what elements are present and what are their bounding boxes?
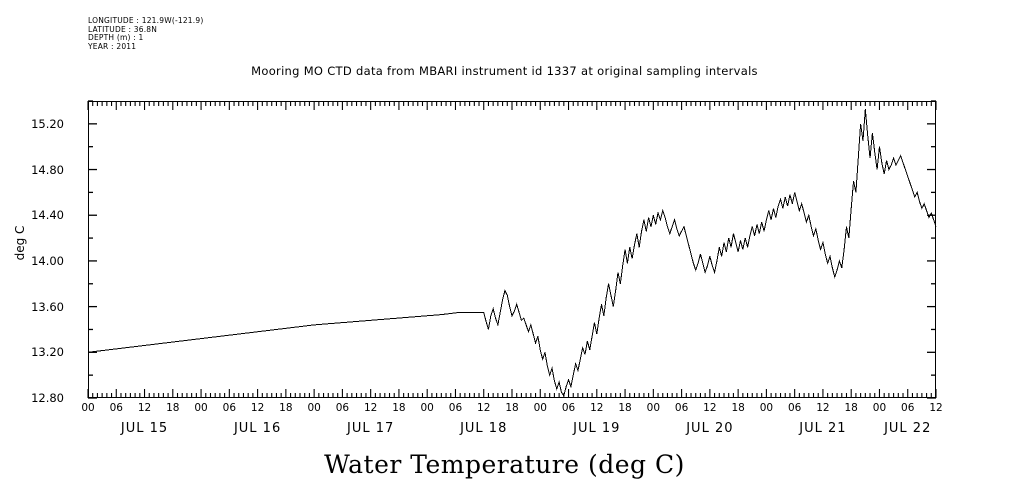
metadata-block: LONGITUDE : 121.9W(-121.9) LATITUDE : 36… bbox=[88, 16, 204, 51]
x-axis-hour-label: 06 bbox=[674, 402, 689, 414]
x-axis-hour-label: 12 bbox=[477, 402, 491, 414]
x-axis-hour-label: 18 bbox=[279, 402, 293, 414]
metadata-longitude: LONGITUDE : 121.9W(-121.9) bbox=[88, 16, 204, 25]
x-axis-hour-label: 00 bbox=[81, 402, 95, 414]
metadata-depth: DEPTH (m) : 1 bbox=[88, 33, 144, 43]
x-axis-hour-label: 00 bbox=[872, 402, 887, 414]
x-axis-day-label: JUL 17 bbox=[347, 421, 395, 436]
y-axis-tick-label: 14.40 bbox=[31, 208, 64, 223]
x-axis-hour-label: 12 bbox=[590, 402, 604, 414]
x-axis-hour-label: 06 bbox=[901, 402, 915, 414]
x-axis-hour-label: 18 bbox=[618, 402, 632, 414]
x-axis-hour-label: 06 bbox=[222, 402, 237, 414]
x-axis-day-label: JUL 21 bbox=[799, 421, 847, 436]
y-axis-tick-label: 13.20 bbox=[31, 345, 64, 360]
x-axis-hour-label: 18 bbox=[392, 402, 406, 414]
x-axis-hour-label: 06 bbox=[109, 402, 123, 414]
y-axis-tick-labels: 12.80 13.20 13.60 14.00 14.40 14.80 15.20 bbox=[0, 101, 76, 405]
x-axis-day-label: JUL 15 bbox=[120, 421, 169, 436]
x-axis-hour-label: 12 bbox=[929, 402, 943, 414]
bottom-title: Water Temperature (deg C) bbox=[324, 450, 685, 479]
x-axis-day-label: JUL 22 bbox=[884, 421, 932, 436]
x-axis-hour-label: 06 bbox=[787, 402, 802, 414]
x-axis-hour-label: 06 bbox=[561, 402, 576, 414]
x-axis-hour-label: 00 bbox=[194, 402, 208, 414]
x-axis-hour-label: 12 bbox=[816, 402, 830, 414]
y-axis-tick-label: 14.80 bbox=[31, 162, 64, 177]
x-axis-hour-label: 06 bbox=[448, 402, 463, 414]
metadata-year: YEAR : 2011 bbox=[88, 41, 137, 51]
plot-frame bbox=[88, 101, 936, 398]
metadata-latitude: LATITUDE : 36.8N bbox=[88, 24, 158, 34]
x-axis-hour-label: 00 bbox=[646, 402, 661, 414]
chart-title: Mooring MO CTD data from MBARI instrumen… bbox=[251, 64, 758, 78]
x-axis-hour-label: 00 bbox=[420, 402, 434, 414]
x-axis-hour-label: 18 bbox=[166, 402, 180, 414]
x-axis-hour-label: 06 bbox=[335, 402, 350, 414]
x-axis-hour-label: 00 bbox=[759, 402, 774, 414]
x-axis-hour-label: 18 bbox=[731, 402, 745, 414]
x-axis-hour-label: 12 bbox=[703, 402, 717, 414]
x-axis-hour-label: 12 bbox=[137, 402, 152, 414]
x-axis-hour-label: 00 bbox=[533, 402, 547, 414]
x-axis-hour-label: 18 bbox=[505, 402, 519, 414]
x-axis-hour-label: 18 bbox=[844, 402, 858, 414]
x-axis-day-label: JUL 18 bbox=[460, 421, 508, 436]
y-axis-tick-label: 14.00 bbox=[31, 253, 64, 268]
x-axis-hour-label: 00 bbox=[307, 402, 321, 414]
x-axis-day-label: JUL 20 bbox=[686, 421, 734, 436]
y-axis-tick-label: 15.20 bbox=[31, 116, 64, 131]
x-axis-hour-label: 12 bbox=[250, 402, 265, 414]
x-axis-day-label: JUL 16 bbox=[233, 421, 282, 436]
x-axis-day-label: JUL 19 bbox=[573, 421, 621, 436]
y-axis-tick-label: 13.60 bbox=[31, 299, 64, 314]
plot-area bbox=[87, 100, 937, 399]
y-axis-tick-label: 12.80 bbox=[31, 391, 64, 405]
x-axis-hour-label: 12 bbox=[363, 402, 378, 414]
